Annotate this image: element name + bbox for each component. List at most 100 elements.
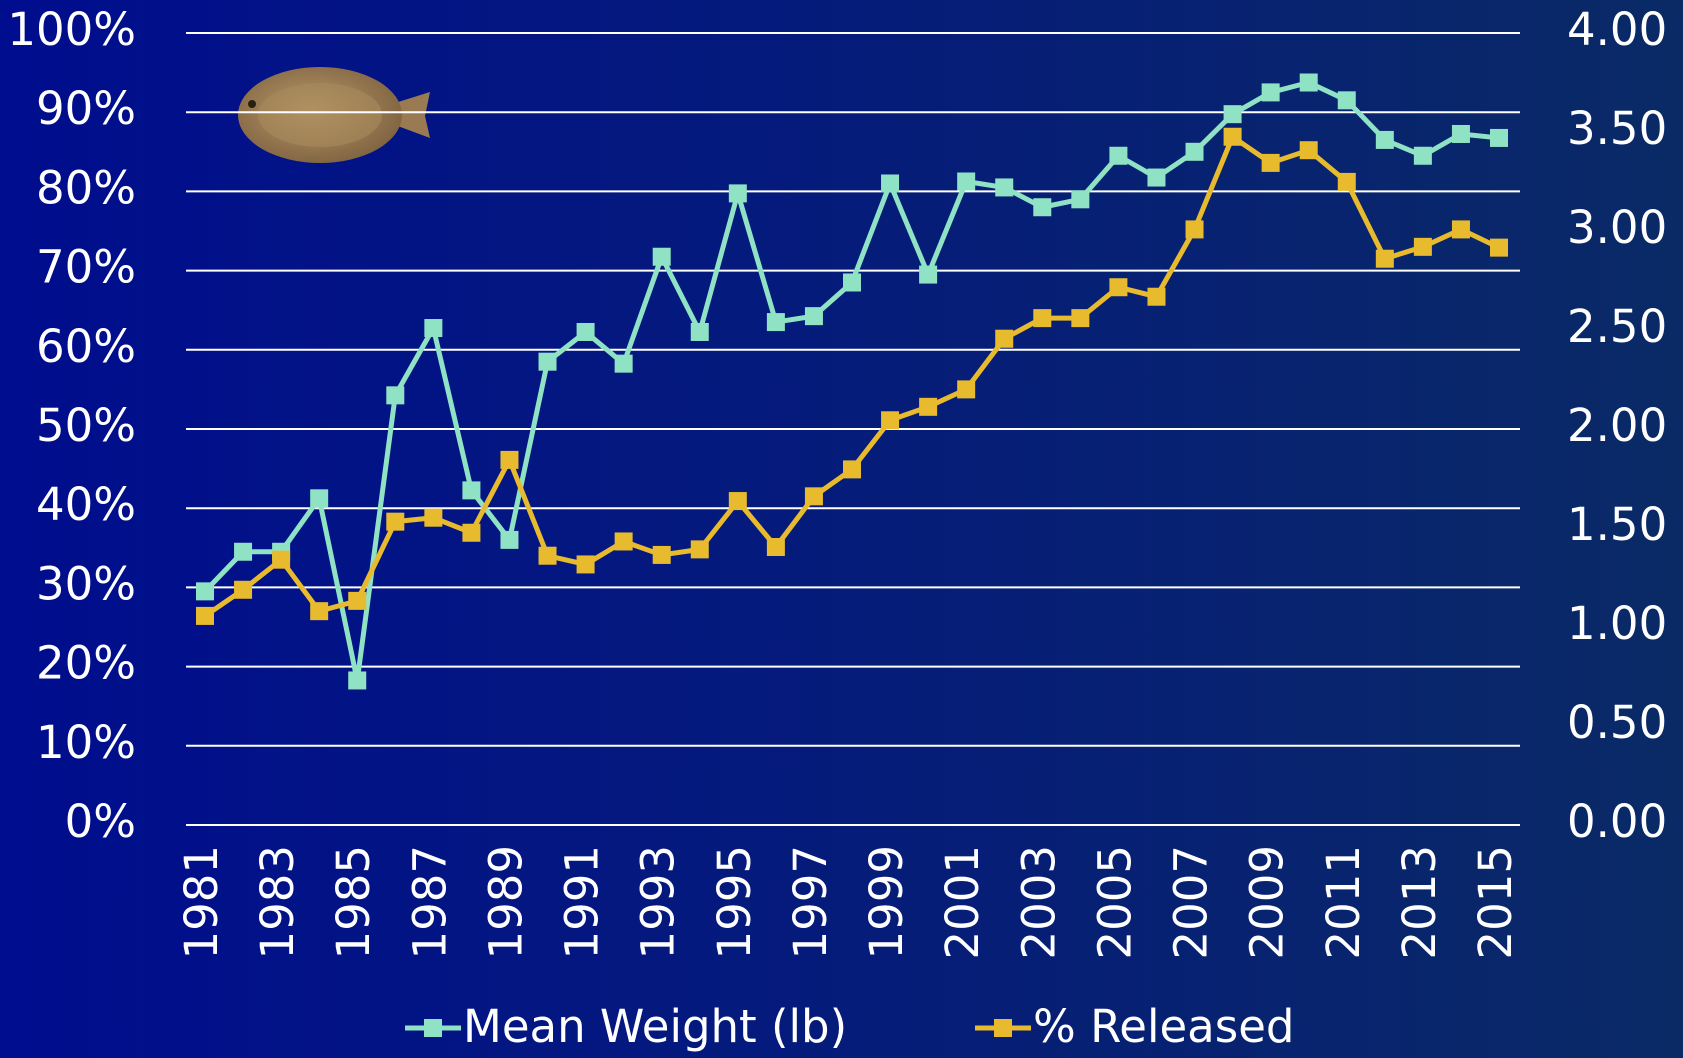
y-tick-label: 10%: [36, 716, 136, 769]
legend-marker: [994, 1019, 1012, 1037]
marker: [310, 602, 328, 620]
marker: [729, 184, 747, 202]
x-tick-label: 2009: [1241, 845, 1294, 960]
marker: [462, 481, 480, 499]
marker: [196, 582, 214, 600]
x-tick-label: 1987: [403, 845, 456, 960]
page: {"chart_data": {"type": "line", "categor…: [0, 0, 1683, 1058]
x-tick-label: 1989: [479, 845, 532, 960]
marker: [386, 386, 404, 404]
y2-tick-label: 3.50: [1567, 102, 1667, 155]
x-tick-label: 2001: [936, 845, 989, 960]
y-tick-label: 0%: [65, 795, 136, 848]
marker: [653, 546, 671, 564]
marker: [1414, 147, 1432, 165]
marker: [729, 492, 747, 510]
marker: [1376, 250, 1394, 268]
y-tick-label: 50%: [36, 399, 136, 452]
marker: [767, 538, 785, 556]
marker: [1300, 74, 1318, 92]
marker: [1071, 309, 1089, 327]
marker: [1490, 129, 1508, 147]
marker: [348, 671, 366, 689]
marker: [424, 319, 442, 337]
marker: [1414, 238, 1432, 256]
y-tick-label: 60%: [36, 320, 136, 373]
x-tick-label: 2005: [1088, 845, 1141, 960]
marker: [1109, 147, 1127, 165]
marker: [919, 398, 937, 416]
marker: [1147, 288, 1165, 306]
marker: [615, 355, 633, 373]
marker: [1147, 169, 1165, 187]
marker: [1338, 91, 1356, 109]
marker: [539, 547, 557, 565]
x-tick-label: 2013: [1393, 845, 1446, 960]
marker: [1224, 128, 1242, 146]
x-tick-label: 1993: [632, 845, 685, 960]
marker: [919, 266, 937, 284]
marker: [1452, 125, 1470, 143]
x-tick-label: 2003: [1012, 845, 1065, 960]
marker: [1033, 309, 1051, 327]
y-tick-label: 20%: [36, 637, 136, 690]
marker: [995, 330, 1013, 348]
marker: [1338, 173, 1356, 191]
marker: [577, 555, 595, 573]
marker: [1186, 143, 1204, 161]
marker: [1300, 141, 1318, 159]
marker: [1071, 190, 1089, 208]
x-tick-label: 1997: [784, 845, 837, 960]
y2-tick-label: 1.00: [1567, 597, 1667, 650]
marker: [424, 509, 442, 527]
marker: [1109, 278, 1127, 296]
y2-tick-label: 4.00: [1567, 3, 1667, 56]
marker: [1186, 220, 1204, 238]
x-tick-label: 1995: [708, 845, 761, 960]
marker: [957, 380, 975, 398]
marker: [1452, 220, 1470, 238]
x-tick-label: 1983: [251, 845, 304, 960]
y-tick-label: 70%: [36, 241, 136, 294]
y-tick-label: 80%: [36, 161, 136, 214]
y2-tick-label: 0.00: [1567, 795, 1667, 848]
chart: 0%10%20%30%40%50%60%70%80%90%100%0.000.5…: [0, 0, 1683, 1058]
marker: [500, 531, 518, 549]
x-tick-label: 2011: [1317, 845, 1370, 960]
marker: [1490, 239, 1508, 257]
marker: [957, 173, 975, 191]
marker: [1262, 154, 1280, 172]
marker: [843, 460, 861, 478]
marker: [1033, 198, 1051, 216]
marker: [805, 487, 823, 505]
marker: [539, 353, 557, 371]
marker: [272, 551, 290, 569]
y2-tick-label: 1.50: [1567, 498, 1667, 551]
marker: [995, 178, 1013, 196]
marker: [881, 411, 899, 429]
x-tick-label: 1999: [860, 845, 913, 960]
marker: [1224, 105, 1242, 123]
y2-tick-label: 2.50: [1567, 300, 1667, 353]
marker: [1262, 83, 1280, 101]
x-tick-label: 2015: [1469, 845, 1522, 960]
marker: [500, 451, 518, 469]
marker: [653, 248, 671, 266]
legend-marker: [424, 1019, 442, 1037]
y-tick-label: 40%: [36, 478, 136, 531]
marker: [805, 307, 823, 325]
marker: [310, 489, 328, 507]
marker: [843, 273, 861, 291]
marker: [234, 581, 252, 599]
marker: [1376, 131, 1394, 149]
marker: [691, 323, 709, 341]
marker: [196, 607, 214, 625]
y-tick-label: 90%: [36, 82, 136, 135]
x-tick-label: 1985: [327, 845, 380, 960]
marker: [234, 543, 252, 561]
marker: [615, 532, 633, 550]
x-tick-label: 2007: [1165, 845, 1218, 960]
y2-tick-label: 3.00: [1567, 201, 1667, 254]
y-tick-label: 30%: [36, 557, 136, 610]
marker: [881, 174, 899, 192]
